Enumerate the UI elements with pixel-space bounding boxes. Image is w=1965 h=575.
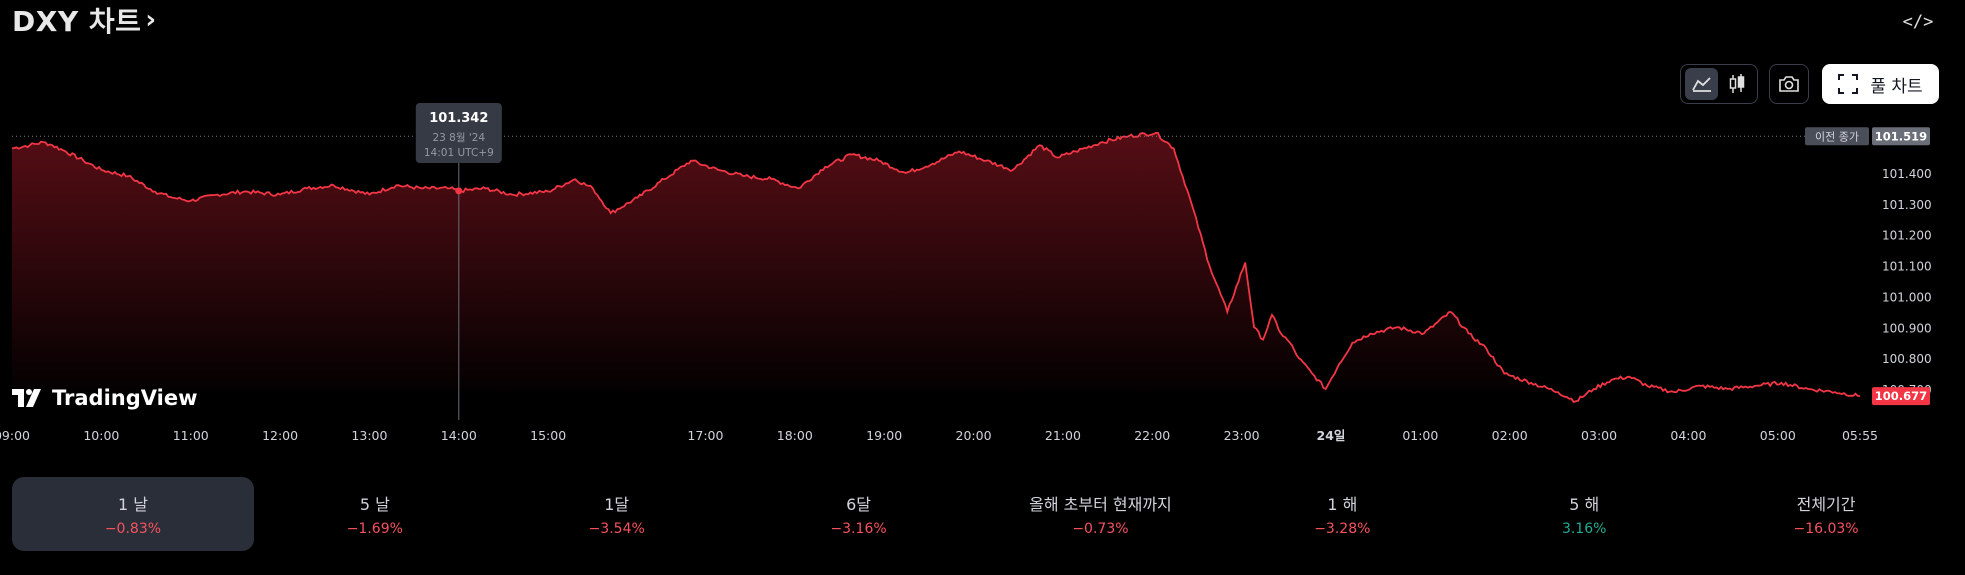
period-tab-label: 1 날 [117, 495, 148, 514]
x-tick-label: 18:00 [777, 428, 813, 443]
period-tab-change: −0.73% [1072, 521, 1129, 537]
embed-code-button[interactable]: </> [1902, 12, 1934, 32]
y-tick-label: 101.200 [1882, 229, 1932, 243]
period-tab-change: −16.03% [1793, 521, 1859, 537]
tooltip-value: 101.342 [429, 111, 488, 126]
screenshot-button[interactable] [1769, 64, 1809, 104]
x-tick-label: 21:00 [1045, 428, 1081, 443]
fullscreen-icon [1838, 74, 1859, 94]
candlestick-icon [1729, 74, 1744, 93]
y-tick-label: 101.000 [1882, 290, 1932, 304]
prev-close-value-badge [1872, 127, 1930, 146]
price-line [11, 131, 1861, 404]
x-tick-label: 15:00 [530, 428, 566, 443]
period-tab-label: 전체기간 [1796, 495, 1856, 514]
prev-close-label: 이전 종가 [1815, 130, 1859, 143]
period-tab-label: 1 해 [1327, 495, 1358, 514]
period-tab[interactable]: 5 날 −1.69% [254, 477, 496, 551]
chart-title[interactable]: DXY 차트 › [12, 0, 157, 40]
chevron-right-icon: › [145, 5, 157, 35]
period-tab-label: 올해 초부터 현재까지 [1029, 495, 1172, 514]
y-tick-label: 100.800 [1882, 352, 1932, 366]
period-tab[interactable]: 1 날 −0.83% [12, 477, 254, 551]
area-chart-icon [1691, 77, 1711, 92]
x-tick-label: 13:00 [351, 428, 387, 443]
last-price-badge [1872, 387, 1930, 406]
x-tick-label: 10:00 [83, 428, 119, 443]
tradingview-logo: TradingView [12, 386, 197, 410]
crosshair-point [455, 187, 463, 195]
x-tick-label: 24일 [1317, 428, 1346, 443]
tooltip-box [415, 103, 502, 163]
x-tick-label: 01:00 [1402, 428, 1438, 443]
y-tick-label: 100.900 [1882, 321, 1932, 335]
x-tick-label: 05:55 [1842, 428, 1878, 443]
tooltip-date: 23 8월 '24 [432, 132, 485, 144]
x-tick-label: 19:00 [866, 428, 902, 443]
price-chart[interactable]: 101.400 101.300 101.200 101.100 101.000 100.9… [0, 0, 1965, 470]
x-tick-label: 04:00 [1670, 428, 1706, 443]
period-tab-change: −0.83% [104, 521, 162, 537]
period-tab[interactable]: 6달 −3.16% [738, 477, 980, 551]
period-tab-change: −3.28% [1314, 521, 1371, 537]
x-tick-label: 05:00 [1760, 428, 1796, 443]
period-tab[interactable]: 올해 초부터 현재까지 −0.73% [980, 477, 1222, 551]
period-tab[interactable]: 5 해 3.16% [1463, 477, 1705, 551]
tooltip-time: 14:01 UTC+9 [424, 147, 494, 159]
x-tick-label: 09:00 [0, 428, 30, 443]
x-tick-label: 14:00 [441, 428, 477, 443]
period-tab[interactable]: 전체기간 −16.03% [1705, 477, 1947, 551]
x-tick-label: 23:00 [1224, 428, 1260, 443]
x-tick-label: 03:00 [1581, 428, 1617, 443]
period-tab-label: 5 날 [359, 495, 390, 514]
period-tabs: 1 날 −0.83% 5 날 −1.69% 1달 −3.54% 6달 −3.16% 올해 초부터… [12, 477, 1947, 551]
x-tick-label: 11:00 [173, 428, 209, 443]
period-tab-change: 3.16% [1561, 521, 1607, 537]
camera-icon [1779, 76, 1799, 92]
y-tick-label: 101.400 [1882, 167, 1932, 181]
area-chart-button[interactable] [1685, 68, 1718, 100]
period-tab-change: −3.54% [588, 521, 645, 537]
y-tick-label: 101.300 [1882, 198, 1932, 212]
prev-close-label-badge [1805, 127, 1869, 146]
price-area-fill [12, 132, 1860, 402]
full-chart-button[interactable]: 풀 차트 [1822, 64, 1939, 104]
last-price-value: 100.677 [1875, 389, 1927, 403]
period-tab[interactable]: 1 해 −3.28% [1221, 477, 1463, 551]
x-tick-label: 02:00 [1492, 428, 1528, 443]
chart-title-text: DXY 차트 [12, 5, 142, 38]
x-tick-label: 22:00 [1134, 428, 1170, 443]
period-tab[interactable]: 1달 −3.54% [496, 477, 738, 551]
x-tick-label: 20:00 [956, 428, 992, 443]
chart-style-toggle [1680, 64, 1758, 104]
tradingview-logo-icon [12, 389, 41, 407]
period-tab-change: −3.16% [830, 521, 887, 537]
period-tab-label: 1달 [604, 495, 630, 514]
candlestick-chart-button[interactable] [1720, 68, 1753, 100]
period-tab-label: 6달 [846, 495, 872, 514]
period-tab-change: −1.69% [346, 521, 403, 537]
x-tick-label: 17:00 [687, 428, 723, 443]
x-tick-label: 12:00 [262, 428, 298, 443]
period-tab-label: 5 해 [1569, 495, 1600, 514]
logo-text: TradingView [52, 386, 198, 410]
y-tick-label: 101.100 [1882, 260, 1932, 274]
full-chart-label: 풀 차트 [1870, 76, 1923, 97]
prev-close-value: 101.519 [1875, 129, 1927, 143]
